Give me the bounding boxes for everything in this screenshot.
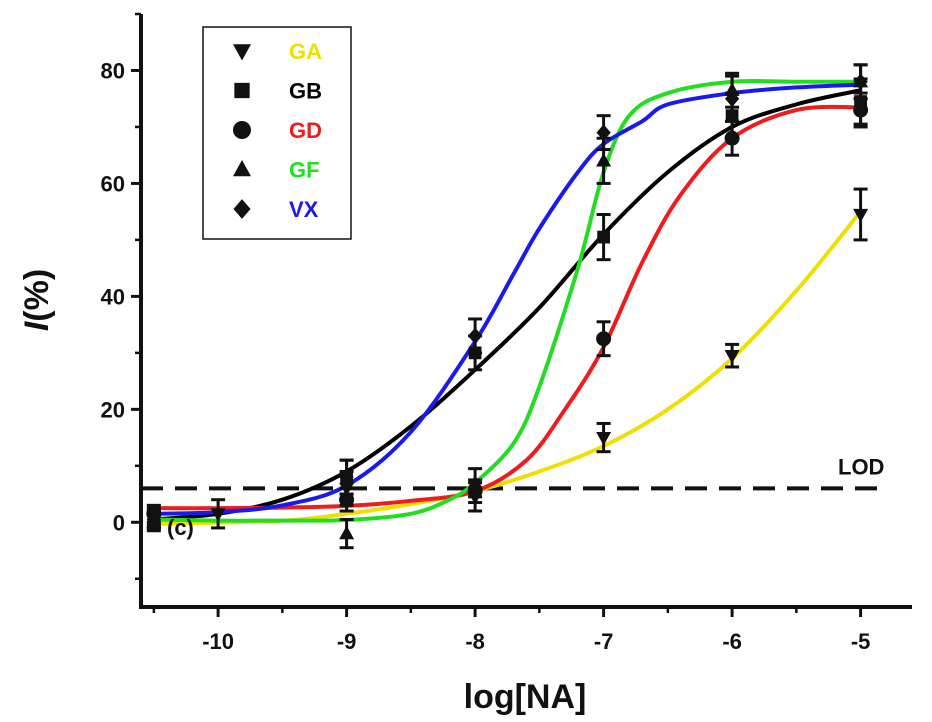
y-tick-label: 20 — [101, 397, 125, 422]
point-ga — [724, 350, 740, 364]
plot-frame — [139, 14, 912, 609]
point-ga — [339, 482, 355, 497]
x-tick-label: -5 — [851, 629, 871, 654]
point-gb — [725, 109, 739, 123]
x-tick-label: -7 — [594, 629, 614, 654]
legend-box — [202, 26, 352, 240]
point-gb — [597, 230, 610, 244]
legend-label-vx: VX — [289, 197, 319, 222]
point-vx — [339, 468, 354, 486]
x-ticks: -10 -9 -8 -7 -6 -5 — [152, 607, 871, 654]
curve-gf — [153, 78, 861, 523]
point-gf — [596, 152, 612, 167]
legend-label-gd: GD — [289, 118, 322, 143]
x-axis-title: log[NA] — [464, 678, 587, 716]
legend-label-ga: GA — [289, 39, 322, 64]
y-tick-label: 40 — [101, 284, 125, 309]
point-ga — [853, 208, 869, 223]
x-tick-label: -8 — [465, 629, 485, 654]
x-tick-label: -9 — [337, 629, 357, 654]
y-axis-title-rest: (%) — [18, 269, 56, 322]
x-tick-label: -6 — [722, 629, 742, 654]
y-tick-label: 80 — [101, 58, 125, 83]
curve-ga — [153, 210, 863, 526]
point-gf — [467, 474, 483, 489]
point-vx — [467, 327, 483, 345]
y-axis-title-italic: I — [18, 320, 56, 331]
legend-marker-ga — [233, 44, 251, 61]
legend-marker-vx — [233, 199, 251, 219]
markers — [146, 73, 869, 540]
legend: GA GB GD GF VX — [202, 26, 352, 240]
legend-label-gf: GF — [289, 158, 320, 183]
control-label: (c) — [167, 515, 194, 540]
point-vx — [724, 90, 740, 107]
lod-group: LOD — [141, 454, 884, 491]
point-gb — [468, 346, 482, 360]
point-vx — [596, 124, 611, 141]
point-gd — [596, 331, 612, 347]
legend-label-gb: GB — [289, 79, 322, 104]
y-axis-title: I(%) — [18, 269, 56, 331]
point-gf — [339, 525, 355, 540]
lod-label: LOD — [838, 454, 884, 479]
curve-vx — [153, 82, 861, 516]
point-vx — [146, 511, 161, 528]
legend-marker-gb — [234, 82, 250, 99]
y-tick-label: 60 — [101, 171, 125, 196]
legend-marker-gf — [233, 160, 251, 177]
point-gd — [853, 102, 869, 118]
point-vx — [853, 73, 868, 91]
point-gf — [724, 82, 740, 96]
y-ticks: 0 20 40 60 80 — [101, 12, 141, 581]
point-ga — [210, 508, 226, 522]
x-tick-label: -10 — [202, 629, 234, 654]
legend-marker-gd — [233, 121, 251, 139]
point-ga — [596, 431, 612, 446]
point-gd — [339, 492, 355, 508]
point-gd — [724, 130, 740, 146]
y-tick-label: 0 — [113, 510, 125, 535]
